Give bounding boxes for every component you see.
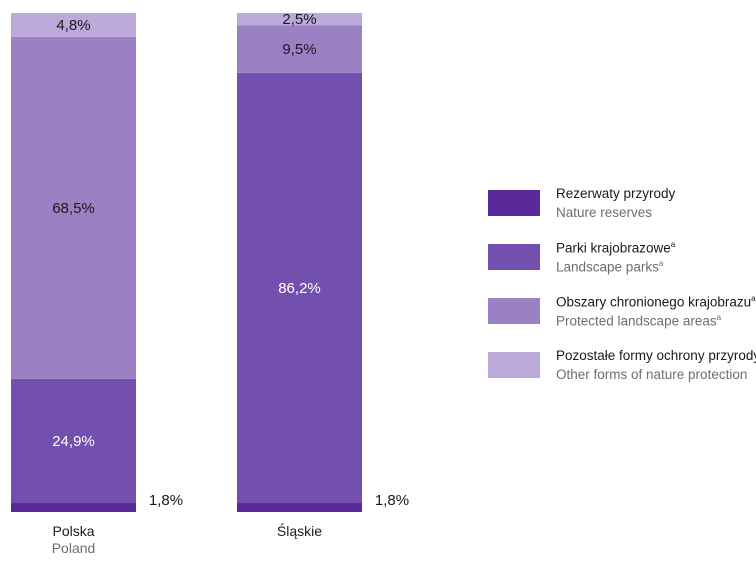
- footnote-marker: a: [658, 259, 664, 268]
- data-label: 86,2%: [278, 280, 321, 297]
- bar-segment: [237, 72, 362, 504]
- footnote-marker: a: [751, 294, 756, 303]
- bar-segment: [11, 36, 136, 379]
- data-label: 68,5%: [52, 200, 95, 217]
- bar-segment: [237, 25, 362, 73]
- category-label-en: Poland: [52, 540, 96, 556]
- bar-segment: [237, 503, 362, 512]
- bar-segment: [237, 13, 362, 26]
- legend-swatch: [488, 190, 540, 216]
- legend-label-pl-text: Rezerwaty przyrody: [556, 186, 676, 201]
- legend-label-en-text: Nature reserves: [556, 205, 653, 220]
- bar-segment: [11, 13, 136, 37]
- bar-segment: [11, 378, 136, 504]
- bar-segment: [11, 503, 136, 512]
- legend-item: Parki krajobrazowea Landscape parksa: [488, 240, 756, 298]
- category-label: Polska: [52, 523, 94, 539]
- data-label: 1,8%: [375, 492, 409, 509]
- legend-label-en: Nature reserves: [556, 205, 652, 220]
- legend-item: Rezerwaty przyrody Nature reserves: [488, 186, 756, 244]
- legend-label-en: Landscape parksa: [556, 259, 663, 275]
- footnote-marker: a: [716, 313, 722, 322]
- legend-label-pl: Rezerwaty przyrody: [556, 186, 675, 201]
- legend-swatch: [488, 298, 540, 324]
- data-label: 9,5%: [282, 41, 316, 58]
- legend-swatch: [488, 244, 540, 270]
- data-label: 2,5%: [282, 11, 316, 28]
- legend-swatch: [488, 352, 540, 378]
- legend-item: Pozostałe formy ochrony przyrody Other fo…: [488, 348, 756, 406]
- legend-label-en: Other forms of nature protection: [556, 367, 747, 382]
- legend-label-pl: Obszary chronionego krajobrazua: [556, 294, 756, 310]
- legend-label-en-text: Landscape parks: [556, 259, 659, 275]
- legend-label-pl: Pozostałe formy ochrony przyrody: [556, 348, 756, 363]
- footnote-marker: a: [670, 240, 676, 249]
- data-label: 1,8%: [149, 492, 183, 509]
- legend-label-pl-text: Obszary chronionego krajobrazu: [556, 294, 752, 310]
- data-label: 24,9%: [52, 433, 95, 450]
- legend-label-en-text: Protected landscape areas: [556, 313, 717, 329]
- category-label: Śląskie: [277, 522, 322, 539]
- legend-label-pl-text: Pozostałe formy ochrony przyrody: [556, 348, 756, 363]
- legend-label-pl-text: Parki krajobrazowe: [556, 240, 671, 256]
- data-label: 4,8%: [56, 17, 90, 34]
- legend: Rezerwaty przyrody Nature reserves Parki k…: [488, 186, 756, 406]
- legend-item: Obszary chronionego krajobrazua Protected…: [488, 294, 756, 352]
- legend-label-en: Protected landscape areasa: [556, 313, 721, 329]
- legend-label-en-text: Other forms of nature protection: [556, 367, 748, 382]
- legend-label-pl: Parki krajobrazowea: [556, 240, 675, 256]
